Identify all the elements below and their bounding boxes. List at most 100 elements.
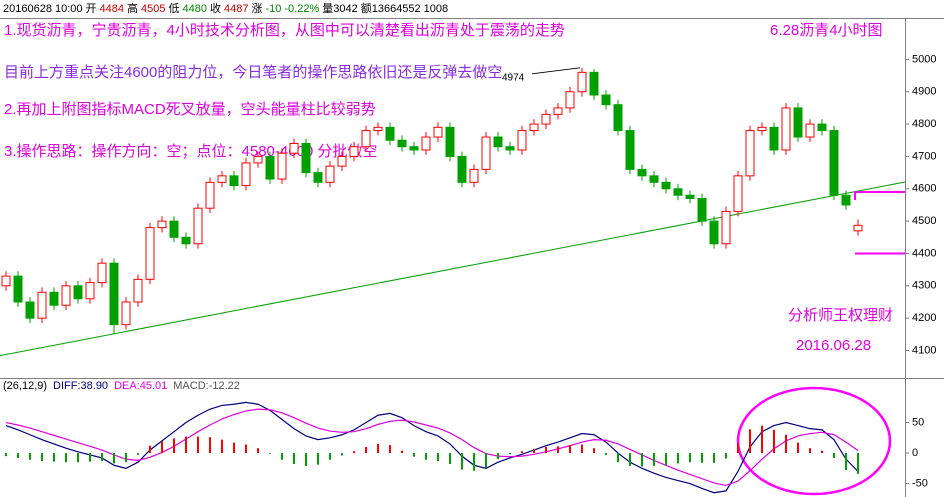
peak-pointer bbox=[531, 67, 581, 75]
macd-line bbox=[5, 408, 859, 487]
y-tick-label: 4100 bbox=[912, 344, 936, 356]
info-item: 低 bbox=[169, 2, 180, 15]
info-item: 4505 bbox=[141, 3, 165, 15]
candle-body bbox=[505, 146, 515, 151]
candle-body bbox=[529, 123, 539, 132]
candle-body bbox=[589, 71, 599, 96]
candle-body bbox=[25, 301, 35, 319]
candle-body bbox=[361, 130, 371, 148]
candle-body bbox=[313, 172, 323, 183]
candle-body bbox=[745, 130, 755, 177]
candle-body bbox=[265, 155, 275, 180]
macd-legend: (26,12,9) DIFF:38.90 DEA:45.01 MACD:-12.22 bbox=[3, 380, 240, 392]
info-item: 4484 bbox=[100, 3, 124, 15]
candle-body bbox=[625, 130, 635, 170]
candle-body bbox=[541, 113, 551, 125]
candle-body bbox=[193, 207, 203, 245]
candle-body bbox=[85, 282, 95, 300]
y-tick-label: 4600 bbox=[912, 183, 936, 195]
candle-body bbox=[181, 236, 191, 245]
candle-body bbox=[805, 123, 815, 138]
candle-body bbox=[649, 175, 659, 183]
candle-body bbox=[1, 275, 11, 287]
trendline bbox=[0, 181, 906, 357]
info-item: 20160628 10:00 bbox=[3, 3, 83, 15]
info-item: 4487 bbox=[224, 3, 248, 15]
annotation: 目前上方重点关注4600的阻力位，今日笔者的操作思路依旧还是反弹去做空 bbox=[4, 64, 502, 81]
annotation: 分析师王权理财 bbox=[788, 307, 893, 324]
candle-body bbox=[421, 136, 431, 151]
candle-body bbox=[577, 71, 587, 93]
candle-body bbox=[145, 227, 155, 280]
candle-body bbox=[721, 210, 731, 245]
info-bar: 20160628 10:00 开 4484 高 4505 低 4480 收 4487 涨 -10 -0… bbox=[3, 1, 448, 15]
candle-body bbox=[637, 168, 647, 177]
candle-body bbox=[553, 107, 563, 115]
candle-body bbox=[817, 123, 827, 132]
annotation: 3.操作思路：操作方向：空；点位：4580-4600 分批做空 bbox=[4, 143, 377, 160]
candle-body bbox=[397, 139, 407, 148]
peak-label: 4974 bbox=[502, 72, 525, 83]
y-tick-label: 4200 bbox=[912, 312, 936, 324]
legend-item: DEA:45.01 bbox=[114, 380, 167, 392]
info-item: -0.22% bbox=[284, 3, 319, 15]
candle-body bbox=[493, 136, 503, 148]
candle-body bbox=[829, 130, 839, 196]
candle-body bbox=[97, 262, 107, 284]
info-text: 20160628 10:00 开 4484 高 4505 低 4480 收 4487 涨 -10 -0… bbox=[3, 1, 448, 15]
candle-body bbox=[121, 301, 131, 326]
info-item: 开 bbox=[86, 3, 97, 15]
candle-body bbox=[565, 91, 575, 109]
candle-body bbox=[757, 126, 767, 132]
info-item: 额13664552 bbox=[361, 2, 421, 15]
candle-body bbox=[241, 162, 251, 187]
candle-body bbox=[697, 197, 707, 222]
info-item: 量3042 bbox=[322, 2, 357, 15]
candle-body bbox=[169, 220, 179, 238]
info-item: 1008 bbox=[424, 3, 448, 15]
candle-body bbox=[349, 146, 359, 157]
candle-body bbox=[517, 130, 527, 151]
candle-body bbox=[445, 126, 455, 157]
candle-body bbox=[373, 126, 383, 132]
candle-body bbox=[133, 278, 143, 303]
candle-body bbox=[385, 126, 395, 141]
candle-body bbox=[457, 155, 467, 183]
legend-item: (26,12,9) bbox=[3, 380, 47, 392]
info-item: 涨 bbox=[251, 2, 262, 15]
y-tick-label: 0 bbox=[912, 447, 918, 459]
y-tick-label: 5000 bbox=[912, 53, 936, 65]
macd-line bbox=[5, 401, 859, 494]
candle-body bbox=[661, 181, 671, 190]
candle-body bbox=[709, 220, 719, 245]
candle-body bbox=[685, 194, 695, 199]
candle-body bbox=[769, 126, 779, 151]
info-item: -10 bbox=[265, 3, 281, 15]
highlight-ellipse bbox=[736, 386, 892, 496]
y-tick-label: 50 bbox=[912, 416, 924, 428]
candle-body bbox=[229, 175, 239, 187]
annotation: 2016.06.28 bbox=[796, 337, 871, 354]
candle-body bbox=[61, 285, 71, 306]
candle-body bbox=[853, 224, 863, 232]
candle-body bbox=[613, 104, 623, 132]
y-tick-label: 4800 bbox=[912, 118, 936, 130]
candle-body bbox=[793, 107, 803, 138]
candle-body bbox=[205, 181, 215, 209]
candle-body bbox=[601, 94, 611, 106]
y-tick-label: -50 bbox=[912, 477, 928, 489]
annotation: 6.28沥青4小时图 bbox=[770, 22, 883, 39]
candle-body bbox=[289, 143, 299, 154]
y-tick-label: 4900 bbox=[912, 86, 936, 98]
candle-body bbox=[733, 175, 743, 212]
annotation: 1.现货沥青，宁贵沥青，4小时技术分析图，从图中可以清楚看出沥青处于震荡的走势 bbox=[4, 22, 565, 39]
candle-body bbox=[277, 152, 287, 180]
info-item: 4480 bbox=[183, 3, 207, 15]
candle-body bbox=[481, 136, 491, 170]
y-tick-label: 4700 bbox=[912, 150, 936, 162]
candle-body bbox=[253, 155, 263, 164]
annotation: 2.再加上附图指标MACD死叉放量，空头能量柱比较弱势 bbox=[4, 100, 376, 118]
candle-body bbox=[73, 285, 83, 300]
candle-body bbox=[673, 188, 683, 196]
